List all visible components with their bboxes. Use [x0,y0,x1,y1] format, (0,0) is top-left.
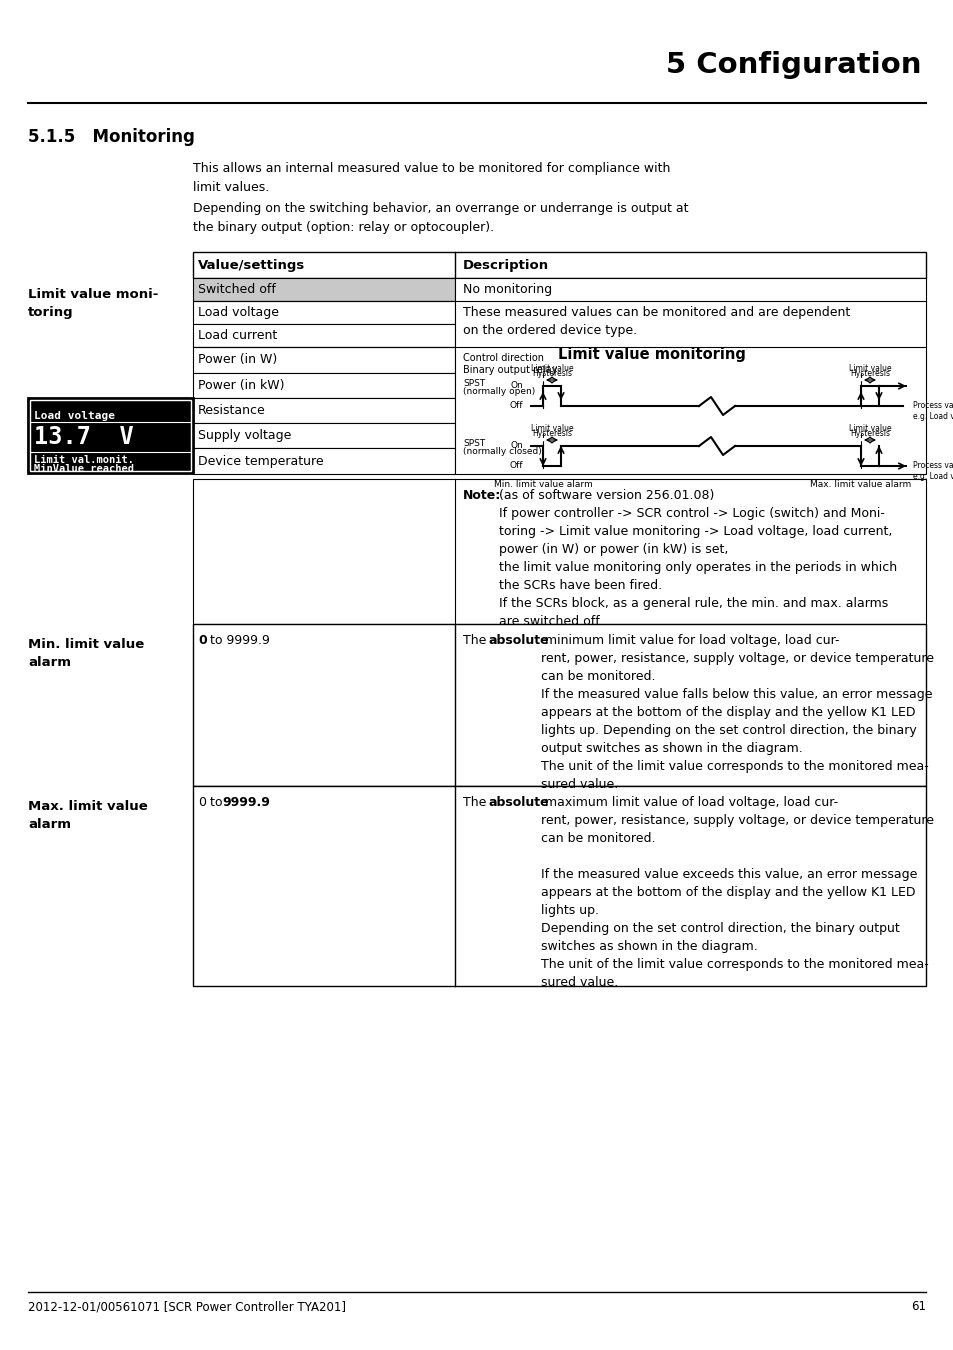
Text: On: On [510,382,522,390]
Text: Off: Off [509,401,522,410]
Text: Value/settings: Value/settings [198,258,305,271]
Text: The: The [462,796,490,809]
Text: Limit value moni-
toring: Limit value moni- toring [28,288,158,319]
Text: Limit value: Limit value [848,364,890,373]
Text: Hysteresis: Hysteresis [849,429,889,437]
Text: 5 Configuration: 5 Configuration [666,51,921,80]
Text: Min. limit value
alarm: Min. limit value alarm [28,639,144,670]
Bar [193,624,925,786]
Bar [193,398,455,423]
Text: Switched off: Switched off [198,284,275,296]
Bar [193,373,455,398]
Text: Limit value: Limit value [530,424,573,433]
Bar [193,347,455,373]
Bar [193,448,455,474]
Text: 0: 0 [198,634,207,647]
Text: Limit value monitoring: Limit value monitoring [558,347,745,363]
Text: Hysteresis: Hysteresis [849,369,889,378]
Text: Depending on the switching behavior, an overrange or underrange is output at
the: Depending on the switching behavior, an … [193,202,688,234]
Text: to 9999.9: to 9999.9 [206,634,270,647]
Text: Process variable
e.g. Load voltage: Process variable e.g. Load voltage [912,460,953,482]
Text: (as of software version 256.01.08)
If power controller -> SCR control -> Logic (: (as of software version 256.01.08) If po… [498,489,896,628]
Text: This allows an internal measured value to be monitored for compliance with
limit: This allows an internal measured value t… [193,162,670,194]
Text: minimum limit value for load voltage, load cur-
rent, power, resistance, supply : minimum limit value for load voltage, lo… [540,634,933,791]
Text: Limit value: Limit value [848,424,890,433]
Text: SPST: SPST [462,378,485,387]
Text: Control direction: Control direction [462,352,543,363]
Text: Max. limit value
alarm: Max. limit value alarm [28,801,148,832]
Text: 2012-12-01/00561071 [SCR Power Controller TYA201]: 2012-12-01/00561071 [SCR Power Controlle… [28,1300,346,1314]
Text: Process variable
e.g. Load voltage: Process variable e.g. Load voltage [912,401,953,421]
Text: absolute: absolute [489,796,549,809]
Text: Power (in W): Power (in W) [198,354,277,366]
Text: Resistance: Resistance [198,404,266,417]
Text: to: to [206,796,226,809]
Bar [193,278,455,301]
Text: 61: 61 [910,1300,925,1314]
Bar [193,786,925,986]
Text: On: On [510,441,522,451]
Text: Load voltage: Load voltage [34,410,115,421]
Text: Max. limit value alarm: Max. limit value alarm [809,481,911,489]
Text: Supply voltage: Supply voltage [198,429,291,441]
Text: Description: Description [462,258,549,271]
Bar [193,479,925,624]
Text: Off: Off [509,462,522,471]
Bar [455,278,925,474]
Text: Load voltage: Load voltage [198,306,278,319]
Text: (normally open): (normally open) [462,387,535,397]
Text: These measured values can be monitored and are dependent
on the ordered device t: These measured values can be monitored a… [462,306,849,338]
Text: Note:: Note: [462,489,500,502]
Text: Limit value: Limit value [530,364,573,373]
Text: Power (in kW): Power (in kW) [198,379,284,391]
Text: maximum limit value of load voltage, load cur-
rent, power, resistance, supply v: maximum limit value of load voltage, loa… [540,796,933,990]
Text: (normally closed): (normally closed) [462,447,541,456]
Text: 9999.9: 9999.9 [222,796,270,809]
Bar [30,400,191,471]
Bar [28,398,193,472]
Text: Hysteresis: Hysteresis [532,429,572,437]
Text: MinValue reached: MinValue reached [34,464,133,474]
Text: 0: 0 [198,796,206,809]
Bar [193,301,455,324]
Text: Binary output relay: Binary output relay [462,364,557,375]
Text: Min. limit value alarm: Min. limit value alarm [493,481,592,489]
Bar [193,324,455,347]
Text: 5.1.5   Monitoring: 5.1.5 Monitoring [28,128,194,146]
Text: Limit val.monit.: Limit val.monit. [34,455,133,464]
Bar [193,423,455,448]
Text: 13.7  V: 13.7 V [34,425,133,450]
Text: The: The [462,634,490,647]
Text: absolute: absolute [489,634,549,647]
Text: Hysteresis: Hysteresis [532,369,572,378]
Bar [193,252,925,278]
Text: Load current: Load current [198,329,277,342]
Text: No monitoring: No monitoring [462,284,552,296]
Text: SPST: SPST [462,439,485,447]
Text: Device temperature: Device temperature [198,455,323,467]
